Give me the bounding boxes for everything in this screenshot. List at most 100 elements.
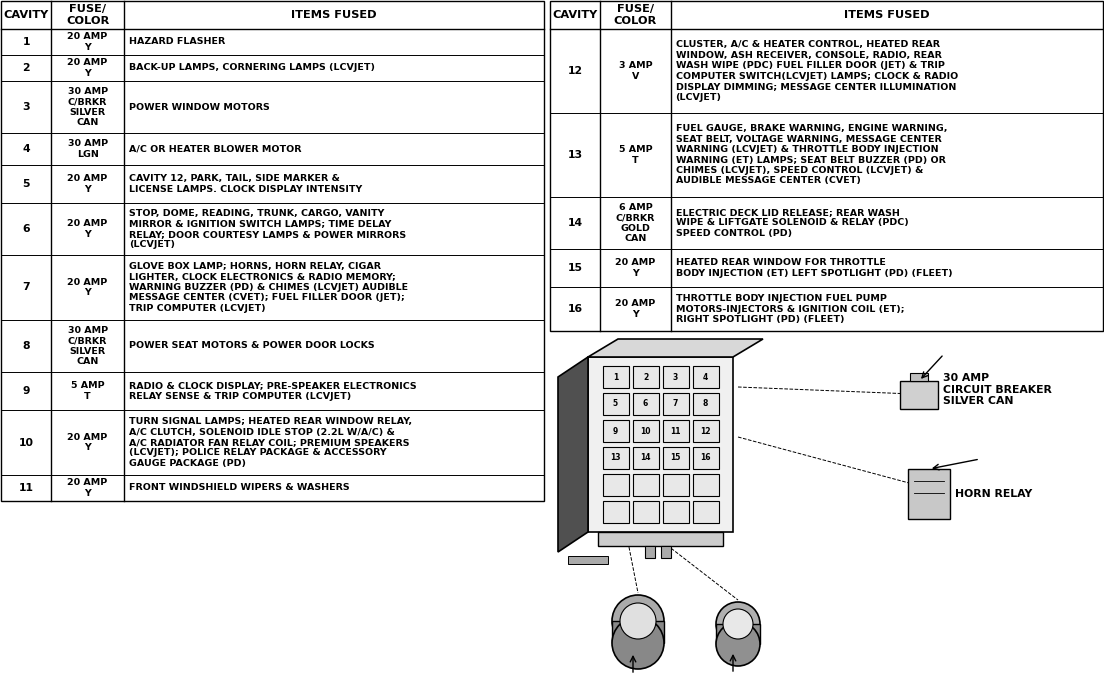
Text: TURN SIGNAL LAMPS; HEATED REAR WINDOW RELAY,
A/C CLUTCH, SOLENOID IDLE STOP (2.2: TURN SIGNAL LAMPS; HEATED REAR WINDOW RE…	[129, 417, 412, 468]
Bar	[603, 393, 628, 415]
Text: HEATED REAR WINDOW FOR THROTTLE
BODY INJECTION (ET) LEFT SPOTLIGHT (PD) (FLEET): HEATED REAR WINDOW FOR THROTTLE BODY INJ…	[676, 258, 952, 278]
Text: HORN RELAY: HORN RELAY	[955, 489, 1032, 499]
Text: 5 AMP
T: 5 AMP T	[71, 381, 105, 400]
Text: 16: 16	[567, 304, 583, 314]
Bar	[633, 447, 658, 469]
Bar	[1, 1, 544, 501]
Bar	[662, 366, 689, 388]
Circle shape	[716, 602, 760, 646]
Bar	[603, 420, 628, 442]
Text: ITEMS FUSED: ITEMS FUSED	[291, 10, 376, 20]
Text: 3: 3	[672, 373, 678, 381]
Text: 20 AMP
Y: 20 AMP Y	[67, 59, 108, 78]
Text: 8: 8	[703, 400, 708, 409]
Text: 20 AMP
Y: 20 AMP Y	[67, 433, 108, 452]
Text: 5: 5	[613, 400, 618, 409]
Bar	[692, 501, 719, 523]
Bar	[662, 501, 689, 523]
Polygon shape	[588, 339, 763, 357]
Text: 20 AMP
Y: 20 AMP Y	[67, 478, 108, 498]
Circle shape	[716, 622, 760, 666]
Bar	[603, 501, 628, 523]
Text: THROTTLE BODY INJECTION FUEL PUMP
MOTORS-INJECTORS & IGNITION COIL (ET);
RIGHT S: THROTTLE BODY INJECTION FUEL PUMP MOTORS…	[676, 294, 904, 324]
Text: 7: 7	[22, 283, 30, 293]
Text: FUSE/
COLOR: FUSE/ COLOR	[614, 4, 657, 26]
Bar	[662, 420, 689, 442]
Text: 6: 6	[643, 400, 648, 409]
Bar	[550, 1, 1103, 331]
Bar	[907, 469, 951, 519]
Circle shape	[620, 603, 656, 639]
Text: 11: 11	[670, 426, 681, 436]
Bar	[603, 474, 628, 496]
Text: 10: 10	[19, 437, 34, 447]
Text: 12: 12	[700, 426, 711, 436]
Text: 13: 13	[567, 150, 583, 160]
Text: ELECTRIC DECK LID RELEASE; REAR WASH
WIPE & LIFTGATE SOLENOID & RELAY (PDC)
SPEE: ELECTRIC DECK LID RELEASE; REAR WASH WIP…	[676, 208, 909, 238]
Bar	[633, 393, 658, 415]
Circle shape	[612, 617, 664, 669]
Bar	[612, 621, 664, 643]
Bar	[567, 556, 608, 564]
Bar	[603, 366, 628, 388]
Text: 1: 1	[22, 37, 30, 47]
Text: 4: 4	[22, 144, 30, 154]
Text: 9: 9	[22, 386, 30, 396]
Text: ITEMS FUSED: ITEMS FUSED	[843, 10, 930, 20]
Text: CAVITY 12, PARK, TAIL, SIDE MARKER &
LICENSE LAMPS. CLOCK DISPLAY INTENSITY: CAVITY 12, PARK, TAIL, SIDE MARKER & LIC…	[129, 174, 362, 193]
Text: 20 AMP
Y: 20 AMP Y	[615, 300, 656, 319]
Bar	[662, 474, 689, 496]
Text: CAVITY: CAVITY	[3, 10, 49, 20]
Bar	[662, 393, 689, 415]
Text: 20 AMP
Y: 20 AMP Y	[67, 278, 108, 297]
Bar	[588, 357, 733, 532]
Circle shape	[612, 595, 664, 647]
Text: 3 AMP
V: 3 AMP V	[618, 61, 652, 81]
Bar	[716, 624, 760, 644]
Text: 14: 14	[567, 218, 583, 228]
Text: FRONT WINDSHIELD WIPERS & WASHERS: FRONT WINDSHIELD WIPERS & WASHERS	[129, 484, 349, 492]
Text: 20 AMP
Y: 20 AMP Y	[67, 219, 108, 239]
Text: 4: 4	[703, 373, 708, 381]
Text: CAVITY: CAVITY	[552, 10, 597, 20]
Text: 30 AMP
CIRCUIT BREAKER
SILVER CAN: 30 AMP CIRCUIT BREAKER SILVER CAN	[943, 373, 1052, 406]
Text: 12: 12	[567, 66, 583, 76]
Text: RADIO & CLOCK DISPLAY; PRE-SPEAKER ELECTRONICS
RELAY SENSE & TRIP COMPUTER (LCVJ: RADIO & CLOCK DISPLAY; PRE-SPEAKER ELECT…	[129, 381, 416, 400]
Text: STOP, DOME, READING, TRUNK, CARGO, VANITY
MIRROR & IGNITION SWITCH LAMPS; TIME D: STOP, DOME, READING, TRUNK, CARGO, VANIT…	[129, 209, 406, 249]
Text: CLUSTER, A/C & HEATER CONTROL, HEATED REAR
WINDOW, ASH RECEIVER, CONSOLE, RADIO,: CLUSTER, A/C & HEATER CONTROL, HEATED RE…	[676, 40, 958, 101]
Bar	[633, 366, 658, 388]
Text: 14: 14	[640, 454, 650, 462]
Text: 15: 15	[567, 263, 583, 273]
Text: 7: 7	[672, 400, 678, 409]
Bar	[603, 447, 628, 469]
Bar	[633, 501, 658, 523]
Text: 20 AMP
Y: 20 AMP Y	[615, 258, 656, 278]
Text: BACK-UP LAMPS, CORNERING LAMPS (LCVJET): BACK-UP LAMPS, CORNERING LAMPS (LCVJET)	[129, 63, 374, 72]
Circle shape	[723, 609, 753, 639]
Text: POWER SEAT MOTORS & POWER DOOR LOCKS: POWER SEAT MOTORS & POWER DOOR LOCKS	[129, 341, 374, 351]
Text: 11: 11	[19, 483, 34, 493]
Text: FUSE/
COLOR: FUSE/ COLOR	[66, 4, 109, 26]
Bar	[900, 381, 938, 409]
Text: 9: 9	[613, 426, 618, 436]
Bar	[692, 474, 719, 496]
Text: 20 AMP
Y: 20 AMP Y	[67, 32, 108, 52]
Bar	[692, 420, 719, 442]
Text: 16: 16	[700, 454, 711, 462]
Text: POWER WINDOW MOTORS: POWER WINDOW MOTORS	[129, 103, 269, 112]
Text: 15: 15	[670, 454, 681, 462]
Text: 30 AMP
C/BRKR
SILVER
CAN: 30 AMP C/BRKR SILVER CAN	[67, 326, 108, 366]
Text: 30 AMP
LGN: 30 AMP LGN	[67, 140, 108, 159]
Text: 2: 2	[22, 63, 30, 73]
Bar	[692, 366, 719, 388]
Text: 10: 10	[640, 426, 650, 436]
Bar	[662, 447, 689, 469]
Text: 6 AMP
C/BRKR
GOLD
CAN: 6 AMP C/BRKR GOLD CAN	[616, 203, 655, 243]
Bar	[692, 393, 719, 415]
Bar	[645, 546, 655, 558]
Text: FUEL GAUGE, BRAKE WARNING, ENGINE WARNING,
SEAT BELT, VOLTAGE WARNING, MESSAGE C: FUEL GAUGE, BRAKE WARNING, ENGINE WARNIN…	[676, 125, 947, 185]
Bar	[692, 447, 719, 469]
Text: 5 AMP
T: 5 AMP T	[618, 145, 652, 165]
Text: 13: 13	[611, 454, 620, 462]
Text: 2: 2	[643, 373, 648, 381]
